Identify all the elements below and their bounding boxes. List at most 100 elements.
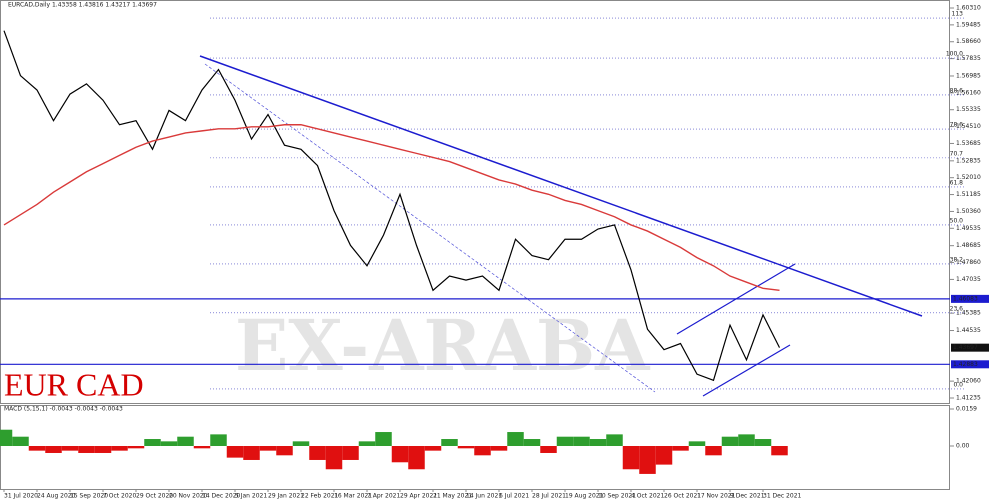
- x-tick-label: 14 Jun 2021: [466, 493, 502, 500]
- y-tick-label: 1.42060: [956, 378, 981, 385]
- macd-tick-label: 0.0159: [956, 406, 977, 413]
- y-tick-label: 1.52835: [956, 157, 981, 164]
- x-tick-label: 28 Jul 2021: [532, 493, 566, 500]
- caption: EUR CAD: [4, 366, 144, 402]
- x-tick-label: 26 Oct 2021: [664, 493, 701, 500]
- y-tick-label: 1.50360: [956, 208, 981, 215]
- macd-bar: [424, 446, 442, 451]
- channel-bottom: [702, 344, 791, 397]
- y-tick-label: 1.41235: [956, 395, 981, 402]
- macd-bar: [243, 446, 260, 460]
- macd-bar: [0, 429, 13, 446]
- macd-bar: [589, 439, 607, 446]
- macd-bar: [606, 434, 623, 446]
- fib-label: 38.2: [950, 256, 964, 263]
- macd-bar: [78, 446, 95, 453]
- y-tick-label: 1.49535: [956, 225, 981, 232]
- macd-bar: [688, 441, 706, 446]
- macd-bar: [573, 436, 590, 446]
- macd-bar: [259, 446, 277, 451]
- x-tick-label: 15 Sep 2020: [70, 493, 108, 500]
- x-tick-label: 29 Oct 2020: [136, 493, 173, 500]
- macd-bar: [342, 446, 359, 460]
- x-tick-label: 20 Nov 2020: [169, 493, 208, 500]
- series-line: [3, 30, 781, 382]
- x-tick-label: 9 Dec 2021: [730, 493, 765, 500]
- x-tick-label: 29 Jan 2021: [268, 493, 304, 500]
- macd-bar: [639, 446, 656, 474]
- x-tick-label: 7 Oct 2020: [103, 493, 136, 500]
- macd-bar: [309, 446, 326, 460]
- macd-bar: [408, 446, 425, 470]
- macd-bar: [177, 436, 194, 446]
- fib-label: 23.6: [950, 305, 964, 312]
- fib-label: 100.0: [946, 51, 963, 58]
- dashed-line: [204, 63, 656, 393]
- macd-tick-label: 0.00: [956, 443, 970, 450]
- fib-label: 78.6: [950, 122, 964, 129]
- last-price-tag-label: 1.43697: [953, 344, 978, 351]
- macd-bar: [391, 446, 409, 463]
- macd-bar: [622, 446, 640, 470]
- macd-bar: [441, 439, 458, 446]
- macd-bar: [655, 446, 673, 465]
- x-tick-label: 31 Jul 2020: [4, 493, 38, 500]
- x-tick-label: 4 Oct 2021: [631, 493, 664, 500]
- x-tick-label: 19 Aug 2021: [565, 493, 604, 500]
- x-tick-label: 6 Jul 2021: [499, 493, 529, 500]
- x-tick-label: 10 Sep 2021: [598, 493, 636, 500]
- y-tick-label: 1.48685: [956, 242, 981, 249]
- macd-bar: [490, 446, 508, 451]
- macd-bar: [127, 446, 145, 449]
- fib-label: 88.6: [950, 87, 964, 94]
- macd-frame: [0, 405, 950, 490]
- y-tick-label: 1.47035: [956, 276, 981, 283]
- macd-title: MACD (5,15,1) -0.0043 -0.0043 -0.0043: [4, 406, 123, 413]
- fib-label: 0.0: [953, 381, 963, 388]
- macd-bar: [94, 446, 112, 453]
- x-tick-label: 14 Dec 2020: [202, 493, 241, 500]
- x-tick-label: 24 Aug 2020: [37, 493, 76, 500]
- macd-bar: [523, 439, 541, 446]
- x-tick-label: 29 Apr 2021: [400, 493, 437, 500]
- chart-title: EURCAD,Daily 1.43358 1.43816 1.43217 1.4…: [8, 2, 157, 9]
- macd-bar: [210, 434, 227, 446]
- y-tick-label: 1.44535: [956, 327, 981, 334]
- macd-bar: [672, 446, 689, 451]
- last-price-tag: [951, 343, 989, 352]
- macd-bar: [12, 436, 29, 446]
- macd-bar: [754, 439, 772, 446]
- h-line-tag-label: 1.46083: [953, 295, 978, 302]
- x-tick-label: 22 Feb 2021: [301, 493, 339, 500]
- y-tick-label: 1.59485: [956, 21, 981, 28]
- macd-bar: [28, 446, 46, 451]
- macd-bar: [507, 432, 524, 446]
- macd-bar: [556, 436, 574, 446]
- macd-bar: [705, 446, 722, 456]
- fib-label: 113: [952, 11, 964, 18]
- macd-bar: [358, 441, 376, 446]
- macd-bar: [144, 439, 161, 446]
- macd-bar: [193, 446, 211, 449]
- macd-bar: [226, 446, 244, 458]
- y-tick-label: 1.51185: [956, 191, 981, 198]
- macd-bar: [738, 434, 755, 446]
- x-tick-label: 17 Nov 2021: [697, 493, 736, 500]
- x-tick-label: 21 May 2021: [433, 493, 472, 500]
- fib-label: 70.7: [950, 150, 964, 157]
- macd-bar: [325, 446, 343, 470]
- series-line: [3, 124, 780, 292]
- macd-bar: [457, 446, 475, 449]
- macd-bar: [160, 441, 178, 446]
- macd-bar: [45, 446, 62, 453]
- y-tick-label: 1.56985: [956, 72, 981, 79]
- fib-label: 61.8: [950, 179, 964, 186]
- y-tick-label: 1.58660: [956, 38, 981, 45]
- h-line-tag: [951, 294, 989, 303]
- h-line-tag-label: 1.42883: [953, 361, 978, 368]
- macd-bar: [721, 436, 739, 446]
- macd-bar: [276, 446, 293, 456]
- y-tick-label: 1.47860: [956, 259, 981, 266]
- macd-bar: [474, 446, 491, 456]
